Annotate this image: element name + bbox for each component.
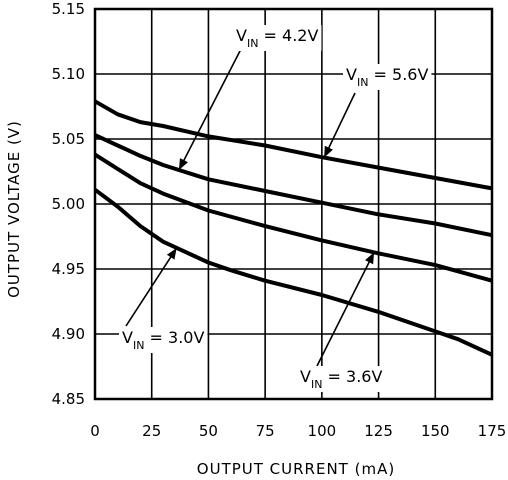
y-tick-labels: 4.85 4.90 4.95 5.00 5.05 5.10 5.15 [52, 0, 85, 408]
y-tick-label: 5.15 [52, 0, 85, 18]
annotation-arrow-line [178, 48, 242, 171]
series-line [93, 188, 493, 357]
annotations: VIN = 4.2V VIN = 5.6V VIN = 3.0V VIN = 3.6V [119, 25, 432, 392]
annotation-arrowhead [178, 158, 188, 171]
series-annotation-label: VIN = 3.6V [300, 367, 382, 391]
y-tick-label: 5.05 [52, 130, 85, 148]
annotation-arrowhead [166, 247, 177, 260]
series-line [93, 152, 493, 283]
annotation-label-background [297, 366, 386, 392]
x-tick-label: 75 [256, 422, 275, 440]
plot-border [93, 7, 494, 401]
plot-frame [93, 7, 494, 401]
annotation-label-background [119, 327, 208, 353]
x-tick-label: 150 [421, 422, 450, 440]
annotation-arrow-line [316, 252, 375, 367]
series-line [94, 133, 493, 238]
x-tick-label: 0 [90, 422, 100, 440]
x-tick-label: 125 [364, 422, 393, 440]
y-tick-label: 5.10 [52, 65, 85, 83]
annotation-arrowhead [365, 252, 375, 265]
x-tick-label: 50 [199, 422, 218, 440]
y-tick-label: 4.95 [52, 260, 85, 278]
annotation-arrow-line [323, 92, 356, 158]
annotation-label-background [233, 25, 322, 51]
y-axis-label: OUTPUT VOLTAGE (V) [5, 120, 23, 298]
x-tick-label: 175 [478, 422, 507, 440]
series-line [94, 99, 493, 191]
x-tick-labels: 0 25 50 75 100 125 150 175 [90, 422, 506, 440]
series-annotation-label: VIN = 3.0V [122, 328, 204, 352]
x-tick-label: 25 [142, 422, 161, 440]
x-axis-label: OUTPUT CURRENT (mA) [197, 460, 395, 478]
y-tick-label: 4.85 [52, 390, 85, 408]
y-tick-label: 4.90 [52, 325, 85, 343]
series-lines [93, 99, 493, 357]
series-annotation-label: VIN = 4.2V [236, 26, 318, 50]
annotation-label-background [343, 64, 432, 90]
y-tick-label: 5.00 [52, 195, 85, 213]
series-annotation-label: VIN = 5.6V [346, 65, 428, 89]
x-tick-label: 100 [308, 422, 337, 440]
annotation-arrowhead [324, 145, 333, 158]
annotation-arrow-line [125, 247, 178, 327]
